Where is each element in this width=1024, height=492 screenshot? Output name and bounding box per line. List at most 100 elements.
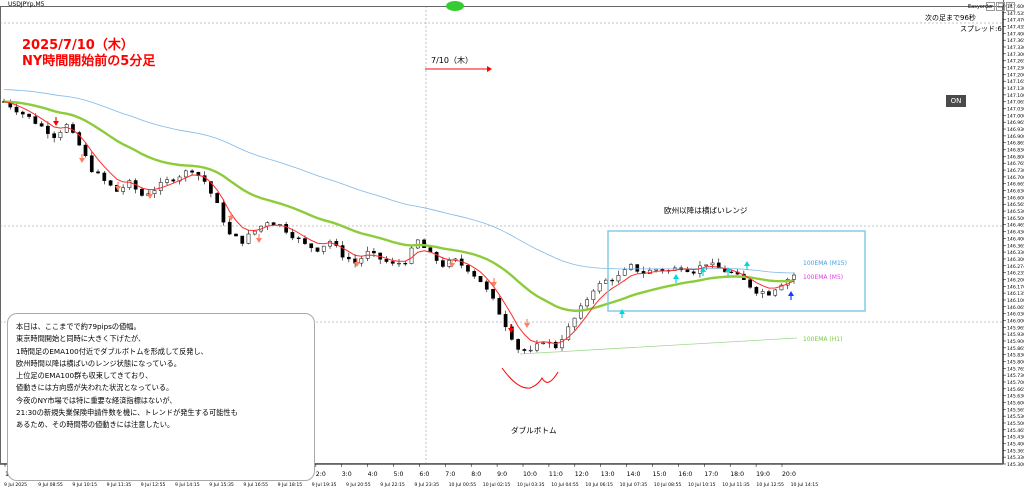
candle-body (478, 276, 483, 283)
candle-body (610, 279, 615, 282)
price-tick-label: 146.665 (1007, 182, 1024, 188)
candle-body (710, 262, 715, 266)
time-hour-label: 5:0 (394, 471, 404, 478)
candle-body (71, 124, 75, 133)
candle-body (265, 222, 270, 227)
candle-body (303, 238, 307, 244)
note-line: 上位足のEMA100群も収束してきており、 (16, 371, 153, 381)
time-hour-label: 4:0 (368, 471, 378, 478)
down-arrow (147, 194, 153, 199)
price-tick-label: 145.465 (1007, 428, 1024, 434)
ema-h1-label: 100EMA (H1) (803, 336, 843, 343)
time-date-label: 9 Jul 14:15 (175, 482, 200, 488)
date-arrow-head (487, 66, 492, 72)
candle-body (121, 187, 125, 192)
candle-body (158, 182, 163, 191)
price-tick-label: 147.230 (1007, 66, 1024, 72)
price-tick-label: 145.430 (1007, 435, 1024, 441)
candle-body (497, 298, 502, 315)
price-tick-label: 146.200 (1007, 277, 1024, 283)
price-tick-label: 146.170 (1007, 284, 1024, 290)
price-tick-label: 146.630 (1007, 189, 1024, 195)
time-hour-label: 10:0 (523, 471, 537, 478)
down-arrow (53, 121, 59, 126)
price-tick-label: 146.274 (1007, 264, 1024, 270)
title-line-1: 2025/7/10（木） (22, 38, 134, 53)
candle-body (20, 111, 25, 115)
price-tick-label: 147.065 (1007, 100, 1024, 106)
candle-body (240, 235, 245, 244)
price-tick-label: 147.165 (1007, 79, 1024, 85)
candle-body (83, 144, 88, 156)
time-date-label: 9 Jul 15:35 (209, 482, 234, 488)
time-date-label: 10 Jul 12:55 (756, 482, 784, 488)
down-arrow (508, 328, 514, 333)
price-tick-label: 147.435 (1007, 25, 1024, 31)
minimize-icon[interactable]: - (986, 2, 995, 11)
price-tick-label: 145.765 (1007, 366, 1024, 372)
price-tick-label: 146.830 (1007, 148, 1024, 154)
time-date-label: 9 Jul 11:35 (107, 482, 132, 488)
time-date-label: 10 Jul 04:55 (551, 482, 579, 488)
time-hour-label: 20:0 (782, 471, 796, 478)
price-tick-label: 147.535 (1007, 11, 1024, 17)
price-tick-label: 145.330 (1007, 455, 1024, 461)
time-hour-label: 18:0 (730, 471, 744, 478)
down-arrow (79, 158, 85, 163)
candle-body (484, 281, 489, 290)
price-tick-label: 146.400 (1007, 236, 1024, 242)
candle-body (96, 171, 100, 174)
note-line: 東京時間開始と同時に大きく下げたが、 (16, 334, 146, 344)
candle-body (64, 124, 69, 133)
close-icon[interactable]: × (1006, 2, 1015, 11)
candle-body (102, 172, 107, 181)
candle-body (466, 265, 470, 272)
down-arrow (256, 238, 262, 243)
down-arrow (524, 323, 530, 328)
time-hour-label: 6:0 (419, 471, 429, 478)
price-tick-label: 146.565 (1007, 202, 1024, 208)
chart-title: 2025/7/10（木） NY時間開始前の5分足 (22, 38, 155, 70)
double-bottom-mark (501, 367, 559, 389)
candle-body (215, 193, 220, 204)
maximize-icon[interactable]: □ (996, 2, 1005, 11)
candle-body (221, 202, 226, 223)
up-arrow (700, 267, 706, 272)
candle-body (397, 262, 401, 265)
candle-body (578, 305, 583, 319)
candle-body (409, 247, 414, 264)
price-tick-label: 147.100 (1007, 93, 1024, 99)
price-tick-label: 145.830 (1007, 353, 1024, 359)
candle-body (591, 290, 596, 300)
ema-fast-line (3, 101, 795, 345)
price-tick-label: 146.730 (1007, 168, 1024, 174)
price-tick-label: 145.965 (1007, 325, 1024, 331)
on-toggle-button[interactable]: ON (946, 95, 966, 107)
price-tick-label: 145.800 (1007, 359, 1024, 365)
time-date-label: 10 Jul 06:15 (585, 482, 613, 488)
price-tick-label: 146.065 (1007, 305, 1024, 311)
candle-body (284, 224, 288, 233)
window-buttons: - □ × (985, 1, 1015, 11)
price-tick-label: 145.365 (1007, 448, 1024, 454)
time-hour-label: 9:0 (497, 471, 507, 478)
candle-body (760, 291, 765, 294)
ema-m15-line (3, 89, 795, 274)
green-marker (446, 1, 464, 11)
price-tick-label: 146.030 (1007, 312, 1024, 318)
time-date-label: 10 Jul 11:35 (722, 482, 750, 488)
candle-body (152, 190, 157, 195)
candle-body (340, 245, 345, 258)
time-date-label: 9 Jul 12:55 (141, 482, 166, 488)
ema-m5-green-line (3, 100, 795, 313)
ema-h1-line (519, 337, 798, 355)
candle-body (510, 326, 514, 340)
time-date-label: 9 Jul 2025 (4, 482, 27, 488)
time-date-label: 10 Jul 00:55 (449, 482, 477, 488)
price-tick-label: 147.030 (1007, 107, 1024, 113)
time-hour-label: 14:0 (627, 471, 641, 478)
time-date-label: 10 Jul 10:15 (688, 482, 716, 488)
time-date-label: 10 Jul 07:35 (620, 482, 648, 488)
candle-body (528, 349, 533, 352)
